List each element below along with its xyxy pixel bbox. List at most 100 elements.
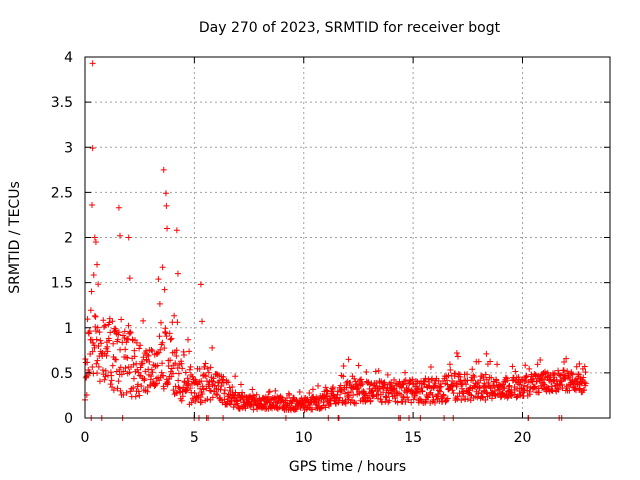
- data-point: [160, 385, 167, 392]
- data-point: [209, 394, 216, 401]
- data-point: [476, 385, 483, 392]
- data-point: [265, 393, 272, 400]
- y-tick-label: 1.5: [51, 276, 73, 292]
- data-point: [115, 329, 122, 336]
- data-point: [148, 346, 155, 353]
- data-point: [356, 390, 363, 397]
- data-point: [509, 363, 516, 370]
- data-point: [122, 354, 129, 361]
- data-point: [572, 387, 579, 394]
- data-point: [277, 393, 284, 400]
- data-point: [482, 396, 489, 403]
- data-point: [367, 397, 374, 404]
- data-point: [198, 399, 205, 406]
- data-point: [342, 390, 349, 397]
- data-point: [169, 319, 176, 326]
- data-point: [566, 387, 573, 394]
- data-point: [323, 392, 330, 399]
- data-point: [197, 281, 204, 288]
- data-point: [447, 367, 454, 374]
- data-point: [214, 391, 221, 398]
- data-point: [581, 379, 588, 386]
- data-point: [276, 404, 283, 411]
- data-point: [122, 365, 129, 372]
- data-point: [446, 361, 453, 368]
- data-point: [378, 399, 385, 406]
- data-point: [581, 363, 588, 370]
- data-point: [183, 387, 190, 394]
- data-point: [95, 363, 102, 370]
- data-point: [96, 329, 103, 336]
- data-point: [161, 286, 168, 293]
- data-point: [450, 390, 457, 397]
- data-point: [218, 383, 225, 390]
- data-point: [470, 372, 477, 379]
- data-point: [186, 366, 193, 373]
- data-point: [404, 394, 411, 401]
- data-point: [526, 391, 533, 398]
- data-point: [187, 363, 194, 370]
- data-point: [117, 346, 124, 353]
- data-point: [384, 371, 391, 378]
- data-point: [504, 377, 511, 384]
- data-point: [509, 390, 516, 397]
- data-point: [425, 394, 432, 401]
- data-point: [501, 385, 508, 392]
- data-point: [125, 234, 132, 241]
- data-point: [322, 404, 329, 411]
- data-point: [110, 387, 117, 394]
- data-point: [156, 333, 163, 340]
- data-point: [139, 360, 146, 367]
- data-point: [201, 363, 208, 370]
- data-point: [202, 360, 209, 367]
- data-point: [467, 391, 474, 398]
- data-point: [89, 363, 96, 370]
- data-point: [107, 381, 114, 388]
- data-point: [167, 336, 174, 343]
- data-point: [293, 406, 300, 413]
- data-point: [115, 204, 122, 211]
- data-point: [83, 373, 90, 380]
- data-point: [100, 317, 107, 324]
- data-point: [199, 383, 206, 390]
- data-point: [143, 347, 150, 354]
- data-point: [125, 322, 132, 329]
- data-point: [563, 355, 570, 362]
- data-point: [463, 381, 470, 388]
- data-point: [491, 383, 498, 390]
- data-point: [134, 381, 141, 388]
- data-point: [432, 382, 439, 389]
- data-point: [155, 349, 162, 356]
- data-point: [475, 390, 482, 397]
- data-point: [471, 373, 478, 380]
- data-point: [483, 389, 490, 396]
- data-point: [194, 381, 201, 388]
- data-point: [188, 399, 195, 406]
- data-point: [114, 385, 121, 392]
- data-point: [266, 388, 273, 395]
- data-point: [155, 276, 162, 283]
- data-point: [400, 381, 407, 388]
- data-point: [205, 369, 212, 376]
- data-point: [273, 404, 280, 411]
- data-point: [92, 313, 99, 320]
- data-point: [366, 381, 373, 388]
- data-point: [157, 346, 164, 353]
- data-point: [337, 382, 344, 389]
- data-point: [152, 381, 159, 388]
- x-tick-label: 20: [514, 430, 532, 446]
- data-point: [135, 388, 142, 395]
- data-point: [107, 329, 114, 336]
- data-point: [536, 389, 543, 396]
- data-point: [117, 387, 124, 394]
- data-point: [522, 377, 529, 384]
- data-point: [122, 346, 129, 353]
- data-point: [89, 348, 96, 355]
- data-point: [204, 396, 211, 403]
- data-point: [464, 371, 471, 378]
- data-point: [575, 371, 582, 378]
- data-point: [296, 388, 303, 395]
- data-point: [119, 332, 126, 339]
- data-point: [136, 392, 143, 399]
